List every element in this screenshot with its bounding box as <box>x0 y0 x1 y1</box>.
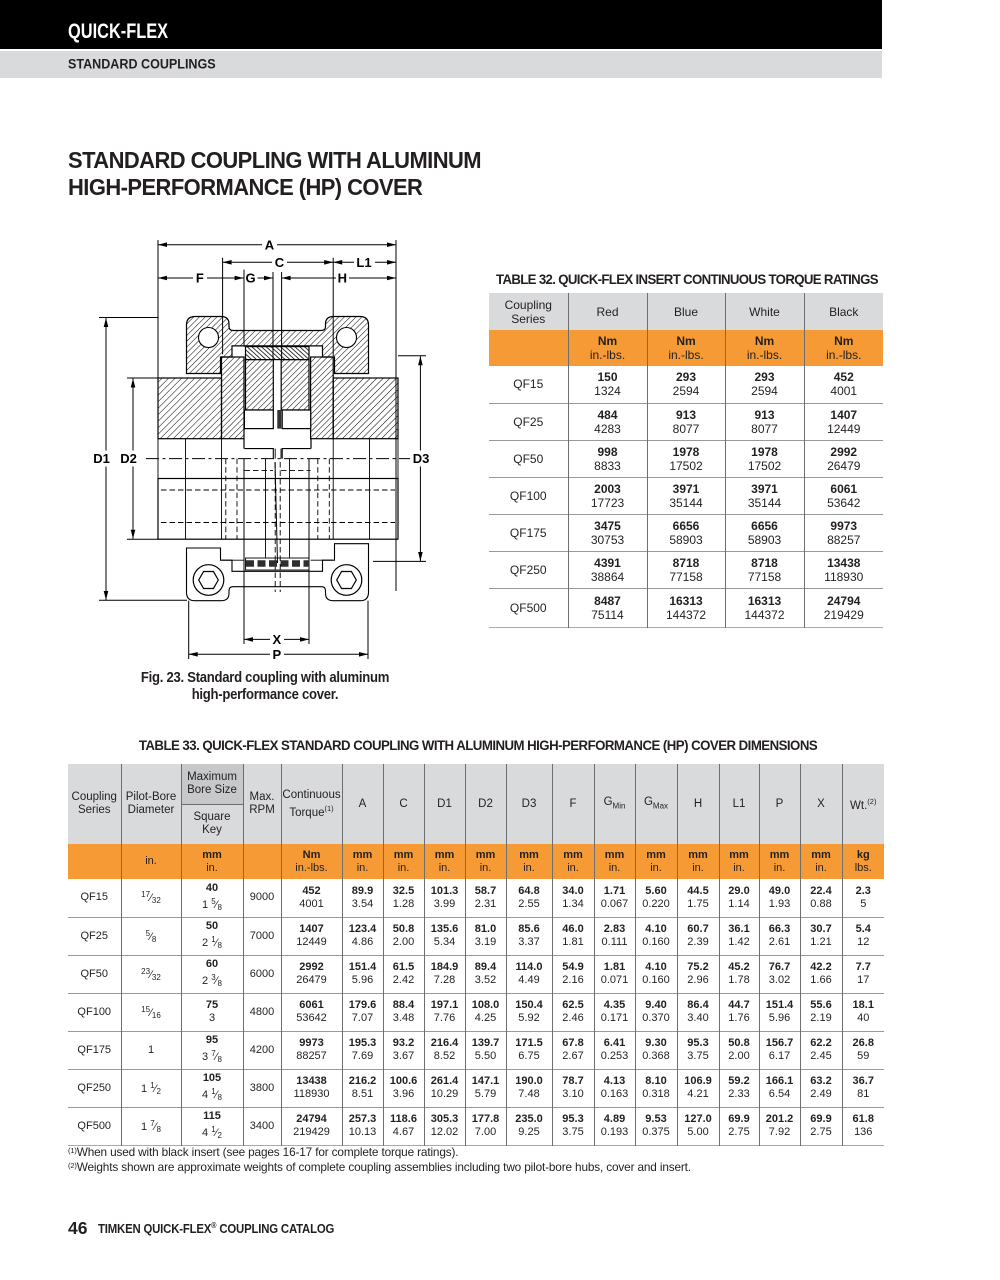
svg-text:H: H <box>338 271 347 286</box>
svg-text:P: P <box>272 647 281 662</box>
svg-text:L1: L1 <box>356 255 371 270</box>
svg-text:X: X <box>272 632 281 647</box>
svg-text:A: A <box>265 237 275 252</box>
svg-text:C: C <box>275 255 285 270</box>
svg-text:F: F <box>196 271 204 286</box>
svg-text:D1: D1 <box>93 451 110 466</box>
svg-text:D3: D3 <box>413 451 430 466</box>
svg-text:G: G <box>245 271 255 286</box>
svg-text:D2: D2 <box>120 451 137 466</box>
